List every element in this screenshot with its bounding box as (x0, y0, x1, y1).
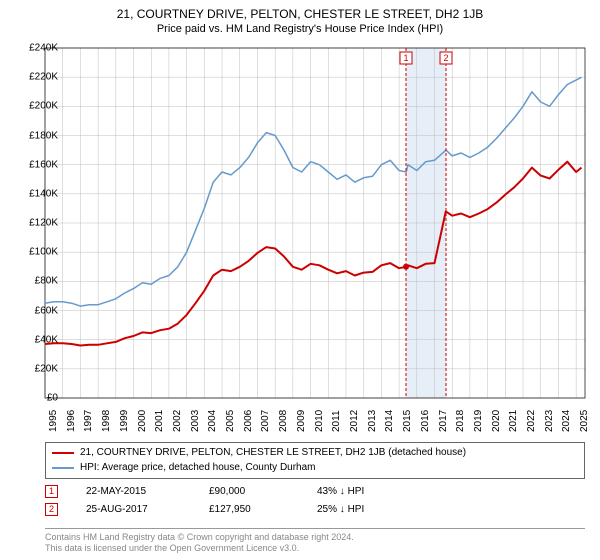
y-tick-label: £200K (18, 101, 58, 112)
x-tick-label: 2011 (331, 410, 342, 432)
x-tick-label: 2023 (544, 410, 555, 432)
x-tick-label: 2009 (296, 410, 307, 432)
x-tick-label: 1997 (83, 410, 94, 432)
y-tick-label: £20K (18, 363, 58, 374)
legend-item: HPI: Average price, detached house, Coun… (52, 461, 578, 476)
sale-date: 25-AUG-2017 (86, 504, 181, 515)
x-tick-label: 1995 (48, 410, 59, 432)
x-tick-label: 2017 (438, 410, 449, 432)
y-tick-label: £180K (18, 130, 58, 141)
sale-row: 2 25-AUG-2017 £127,950 25% ↓ HPI (45, 500, 585, 518)
svg-text:2: 2 (444, 53, 449, 63)
x-tick-label: 2019 (473, 410, 484, 432)
y-tick-label: £60K (18, 305, 58, 316)
sale-marker-icon: 1 (45, 485, 58, 498)
y-tick-label: £140K (18, 188, 58, 199)
svg-text:1: 1 (403, 53, 408, 63)
chart-container: 21, COURTNEY DRIVE, PELTON, CHESTER LE S… (0, 0, 600, 560)
footer: Contains HM Land Registry data © Crown c… (45, 528, 585, 555)
x-tick-label: 2018 (455, 410, 466, 432)
sale-row: 1 22-MAY-2015 £90,000 43% ↓ HPI (45, 482, 585, 500)
footer-line: This data is licensed under the Open Gov… (45, 543, 585, 554)
y-tick-label: £40K (18, 334, 58, 345)
legend-label: HPI: Average price, detached house, Coun… (80, 461, 316, 476)
sale-date: 22-MAY-2015 (86, 486, 181, 497)
x-tick-label: 2014 (384, 410, 395, 432)
legend-swatch (52, 452, 74, 454)
x-tick-label: 1999 (119, 410, 130, 432)
legend-label: 21, COURTNEY DRIVE, PELTON, CHESTER LE S… (80, 446, 466, 461)
x-tick-label: 2020 (491, 410, 502, 432)
sales-table: 1 22-MAY-2015 £90,000 43% ↓ HPI 2 25-AUG… (45, 482, 585, 518)
x-tick-label: 1996 (66, 410, 77, 432)
x-tick-label: 2008 (278, 410, 289, 432)
x-tick-label: 2007 (260, 410, 271, 432)
x-tick-label: 2022 (526, 410, 537, 432)
y-tick-label: £220K (18, 72, 58, 83)
sale-price: £90,000 (209, 486, 289, 497)
x-tick-label: 2002 (172, 410, 183, 432)
y-tick-label: £100K (18, 247, 58, 258)
y-tick-label: £120K (18, 218, 58, 229)
chart-plot-area: 12 (45, 48, 585, 398)
y-tick-label: £0 (18, 393, 58, 404)
x-tick-label: 2005 (225, 410, 236, 432)
chart-title: 21, COURTNEY DRIVE, PELTON, CHESTER LE S… (0, 0, 600, 22)
x-tick-label: 2004 (207, 410, 218, 432)
x-tick-label: 2021 (508, 410, 519, 432)
y-tick-label: £240K (18, 43, 58, 54)
x-tick-label: 2000 (137, 410, 148, 432)
x-tick-label: 2016 (420, 410, 431, 432)
legend-swatch (52, 467, 74, 469)
legend-item: 21, COURTNEY DRIVE, PELTON, CHESTER LE S… (52, 446, 578, 461)
x-tick-label: 1998 (101, 410, 112, 432)
x-tick-label: 2010 (314, 410, 325, 432)
x-tick-label: 2003 (190, 410, 201, 432)
sale-price: £127,950 (209, 504, 289, 515)
x-tick-label: 2025 (579, 410, 590, 432)
sale-marker-icon: 2 (45, 503, 58, 516)
sale-delta: 25% ↓ HPI (317, 504, 364, 515)
y-tick-label: £160K (18, 159, 58, 170)
chart-svg: 12 (45, 48, 585, 398)
chart-subtitle: Price paid vs. HM Land Registry's House … (0, 22, 600, 35)
y-tick-label: £80K (18, 276, 58, 287)
x-tick-label: 2006 (243, 410, 254, 432)
x-tick-label: 2013 (367, 410, 378, 432)
legend-box: 21, COURTNEY DRIVE, PELTON, CHESTER LE S… (45, 442, 585, 479)
x-tick-label: 2024 (561, 410, 572, 432)
x-tick-label: 2001 (154, 410, 165, 432)
sale-delta: 43% ↓ HPI (317, 486, 364, 497)
footer-line: Contains HM Land Registry data © Crown c… (45, 532, 585, 543)
x-tick-label: 2015 (402, 410, 413, 432)
x-tick-label: 2012 (349, 410, 360, 432)
